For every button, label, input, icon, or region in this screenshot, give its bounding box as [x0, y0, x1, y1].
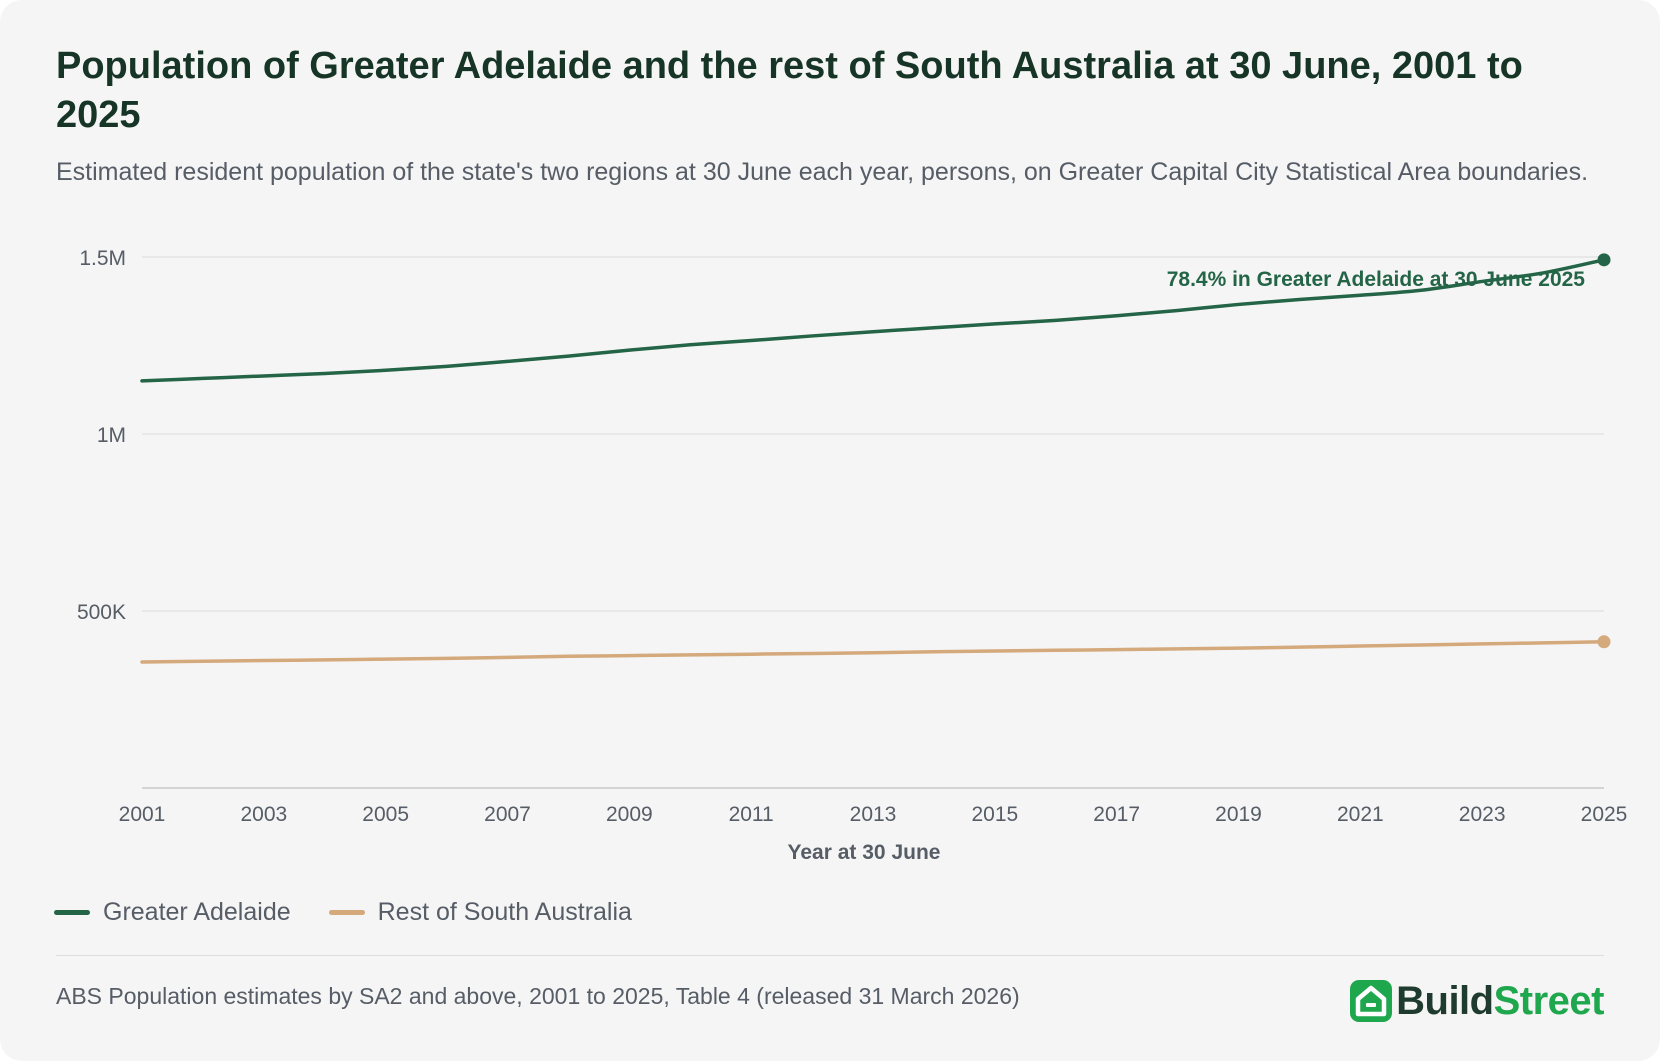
- x-tick-label: 2023: [1459, 803, 1506, 826]
- x-tick-label: 2005: [362, 803, 409, 826]
- x-tick-label: 2009: [606, 803, 653, 826]
- footer-divider: [56, 955, 1604, 956]
- series-line-rest-of-sa: [140, 640, 1606, 664]
- x-tick-label: 2021: [1337, 803, 1384, 826]
- x-tick-label: 2019: [1215, 803, 1262, 826]
- series-line-greater-adelaide: [140, 258, 1606, 383]
- line-chart: 500K 1M 1.5M 2001 2003 2005 2007 2009 2011 2013 20…: [77, 247, 1628, 864]
- end-point-greater-adelaide: [1597, 253, 1611, 267]
- x-tick-label: 2015: [971, 803, 1018, 826]
- x-tick-label: 2013: [850, 803, 897, 826]
- x-tick-label: 2007: [484, 803, 531, 826]
- chart-title: Population of Greater Adelaide and the r…: [56, 45, 1523, 136]
- legend-swatch-greater-adelaide: [54, 909, 90, 915]
- brand-text-build: Build: [1396, 979, 1494, 1023]
- x-tick-label: 2011: [729, 803, 774, 826]
- buildstreet-logo[interactable]: BuildStreet: [1350, 976, 1605, 1026]
- annotation-label: 78.4% in Greater Adelaide at 30 June 202…: [1167, 268, 1586, 291]
- house-icon: [1350, 980, 1393, 1022]
- x-tick-label: 2017: [1093, 803, 1140, 826]
- legend-label-rest-of-sa: Rest of South Australia: [377, 897, 632, 926]
- x-axis-title: Year at 30 June: [788, 841, 941, 864]
- legend-item-greater-adelaide[interactable]: Greater Adelaide: [54, 898, 291, 927]
- chart-subtitle: Estimated resident population of the sta…: [56, 158, 1589, 186]
- x-tick-label: 2003: [240, 803, 287, 826]
- x-tick-label: 2001: [119, 803, 166, 826]
- end-point-rest-of-sa: [1597, 635, 1611, 649]
- y-tick-label: 1.5M: [79, 247, 126, 270]
- x-tick-label: 2025: [1581, 803, 1628, 826]
- y-tick-label: 1M: [97, 424, 126, 447]
- source-note: ABS Population estimates by SA2 and abov…: [56, 983, 1020, 1009]
- y-tick-label: 500K: [77, 601, 126, 624]
- brand-text-street: Street: [1493, 979, 1605, 1023]
- legend-swatch-rest-of-sa: [328, 909, 365, 915]
- legend-item-rest-of-sa[interactable]: Rest of South Australia: [328, 897, 632, 927]
- legend-label-greater-adelaide: Greater Adelaide: [103, 897, 291, 926]
- legend: Greater Adelaide Rest of South Australia: [54, 894, 670, 930]
